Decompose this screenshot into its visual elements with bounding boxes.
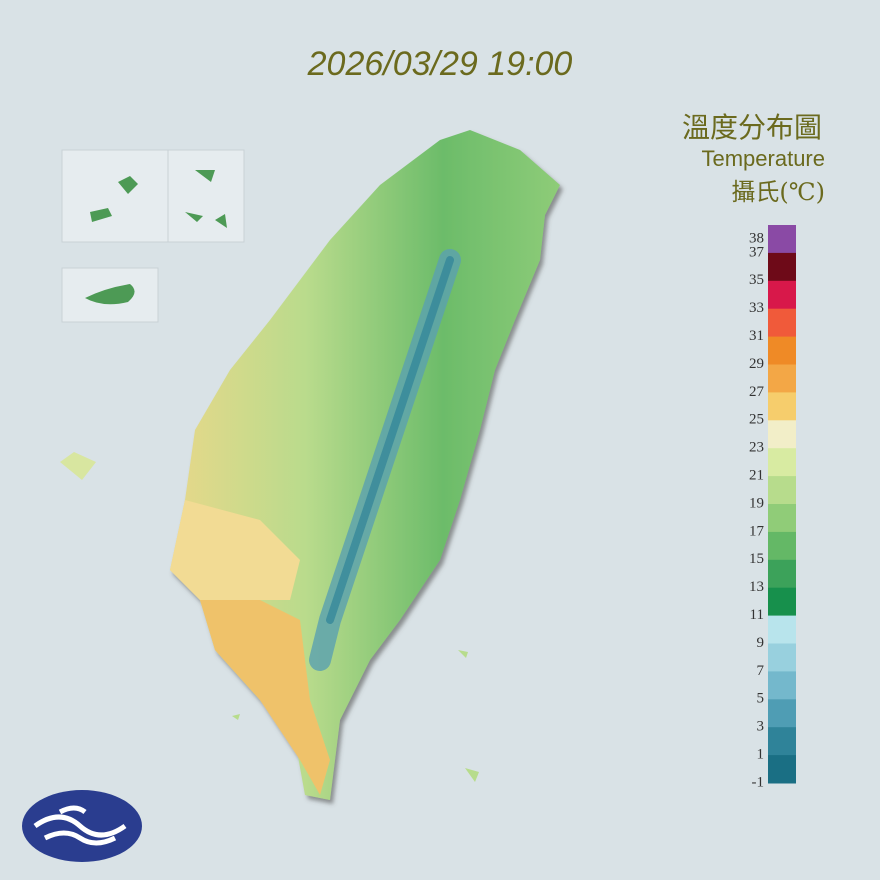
timestamp: 2026/03/29 19:00: [307, 45, 573, 83]
legend-tick-label: 25: [749, 412, 764, 428]
legend-swatch: [768, 504, 796, 533]
legend-tick-label: 27: [749, 384, 765, 400]
legend-swatch: [768, 531, 796, 561]
legend-tick-label: 37: [749, 244, 765, 260]
legend-unit: 攝氏(℃): [731, 178, 825, 206]
legend-tick-label: 38: [749, 230, 764, 246]
legend-tick-label: 1: [757, 747, 765, 763]
legend-swatch: [768, 671, 796, 700]
legend-swatch: [768, 755, 796, 784]
legend-tick-label: 31: [749, 328, 764, 344]
legend-tick-label: 19: [749, 495, 764, 511]
legend-tick-label: 9: [757, 635, 765, 651]
legend-swatch: [768, 364, 796, 393]
legend-swatch: [768, 308, 796, 338]
legend-swatch: [768, 727, 796, 756]
legend-swatch: [768, 252, 796, 282]
legend-swatch: [768, 280, 796, 310]
legend-swatch: [768, 615, 796, 644]
legend-swatch: [768, 559, 796, 589]
legend-title: 溫度分布圖: [682, 111, 822, 144]
legend-swatch: [768, 643, 796, 672]
legend-tick-label: 7: [757, 663, 765, 679]
legend-subtitle: Temperature: [701, 146, 825, 171]
legend-tick-label: 11: [750, 607, 764, 623]
legend-swatch: [768, 476, 796, 505]
legend-swatch: [768, 587, 796, 617]
legend-tick-label: 23: [749, 440, 764, 456]
taiwan: [170, 130, 560, 800]
legend-tick-label: -1: [752, 774, 765, 790]
legend-tick-label: 29: [749, 356, 764, 372]
legend-swatch: [768, 392, 796, 421]
legend-tick-label: 33: [749, 300, 764, 316]
logo: [22, 790, 142, 862]
legend-tick-label: 5: [757, 691, 765, 707]
legend-tick-label: 17: [749, 523, 765, 539]
legend-tick-label: 3: [757, 719, 765, 735]
legend-swatch: [768, 225, 796, 254]
legend-tick-label: 21: [749, 468, 764, 484]
legend-tick-label: 35: [749, 272, 764, 288]
legend-swatch: [768, 420, 796, 449]
legend-tick-label: 13: [749, 579, 764, 595]
legend-swatch: [768, 699, 796, 728]
legend-swatch: [768, 448, 796, 477]
legend-tick-label: 15: [749, 551, 764, 567]
legend-swatch: [768, 336, 796, 365]
inset-islands: [60, 149, 245, 480]
